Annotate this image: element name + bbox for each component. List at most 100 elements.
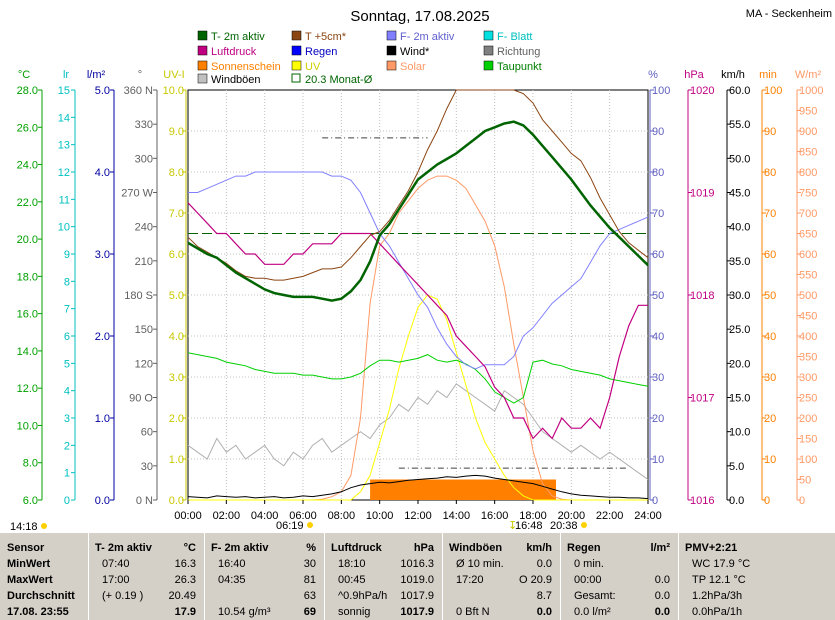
legend-item: Sonnenschein: [197, 60, 281, 73]
summary-cell-label: 17.08. 23:55: [7, 606, 69, 618]
axis-tick-label: 700: [799, 208, 817, 220]
axis-tick-label: 100: [652, 85, 670, 97]
axis-unit: min: [759, 69, 777, 81]
axis-tick-label: 350: [799, 352, 817, 364]
legend-item: F- Blatt: [483, 30, 532, 43]
axis-tick-label: 270 W: [121, 188, 153, 200]
summary-cell-value: 30: [303, 558, 316, 570]
axis-tick-label: 5.0: [729, 461, 744, 473]
axis-tick-label: 20.0: [17, 234, 38, 246]
series-line: [187, 352, 649, 404]
axis-tick-label: 200: [799, 413, 817, 425]
axis-tick-label: 400: [799, 331, 817, 343]
axis-tick-label: 4: [64, 386, 70, 398]
axis-tick-label: 80: [652, 167, 664, 179]
summary-cell-value: 26.3: [174, 574, 196, 586]
legend-swatch: [386, 45, 397, 56]
summary-cell-value: 0.0: [536, 558, 552, 570]
summary-cell-label: Gesamt:: [574, 590, 616, 602]
axis-tick-label: 450: [799, 311, 817, 323]
x-tick-label: 04:00: [251, 510, 279, 522]
summary-header: Sensor: [7, 542, 45, 554]
axis-tick-label: 1.0: [95, 413, 110, 425]
axis-tick-label: 50: [652, 290, 664, 302]
legend-label: T +5cm*: [305, 31, 347, 43]
legend-swatch: [197, 60, 208, 71]
legend-item: T- 2m aktiv: [197, 30, 265, 43]
legend-item: 20.3 Monat-Ø: [291, 73, 373, 86]
axis-tick-label: 24.0: [17, 160, 38, 172]
summary-cell-label: 0.0 l/m²: [574, 606, 611, 618]
summary-cell-label: Durchschnitt: [7, 590, 75, 602]
axis-tick-label: 250: [799, 393, 817, 405]
series-line: [187, 202, 648, 440]
legend-item: Luftdruck: [197, 45, 257, 58]
summary-cell-value: 81: [303, 574, 316, 586]
axis-tick-label: 3: [64, 413, 70, 425]
summary-unit: km/h: [526, 542, 552, 554]
summary-column: PMV+2:21 WC 17.9 °C TP 12.1 °C 1.2hPa/3h 0.0…: [678, 533, 835, 620]
axis-tick-label: 25.0: [729, 324, 750, 336]
axis-tick-label: 4.0: [169, 331, 184, 343]
axis-tick-label: 6: [64, 331, 70, 343]
axis-tick-label: 0: [64, 495, 70, 507]
summary-cell-label: 04:35: [218, 574, 246, 586]
legend-item: F- 2m aktiv: [386, 30, 455, 43]
legend-swatch: [483, 30, 494, 41]
chart-title: Sonntag, 17.08.2025: [350, 8, 489, 25]
axis-tick-label: 90 O: [129, 393, 153, 405]
legend-label: Sonnenschein: [211, 61, 281, 73]
axis-tick-label: 10.0: [729, 427, 750, 439]
summary-column: Regen l/m² 0 min. 00:00 0.0 Gesamt: 0.0 0.0 l/m…: [560, 533, 678, 620]
summary-cell-value: 1019.0: [400, 574, 434, 586]
axis-tick-label: 550: [799, 270, 817, 282]
current-time-label: 14:18: [10, 521, 38, 533]
axis-tick-label: 180 S: [124, 290, 153, 302]
summary-cell-label: Ø 10 min.: [456, 558, 504, 570]
axis-tick-label: 100: [764, 85, 782, 97]
axis-hpa: hPa 1020 1019 1018 1017 1016: [684, 69, 714, 507]
legend-label: Luftdruck: [211, 46, 257, 58]
legend-label: Taupunkt: [497, 61, 542, 73]
axis-tick-label: 11: [59, 194, 70, 206]
axis-unit: hPa: [684, 69, 704, 81]
axis-tick-label: 8.0: [169, 167, 184, 179]
legend-swatch: [197, 73, 208, 84]
summary-table: Sensor MinWert MaxWert Durchschnitt 17.08. 2…: [0, 533, 835, 620]
column-separator: [560, 533, 561, 620]
summary-cell-label: 00:00: [574, 574, 602, 586]
summary-cell-label: sonnig: [338, 606, 371, 618]
axis-tick-label: 4.0: [95, 167, 110, 179]
axis-tick-label: 30: [141, 461, 153, 473]
axis-tick-label: 0: [764, 495, 770, 507]
legend-swatch: [291, 45, 302, 56]
summary-unit: °C: [183, 542, 196, 554]
axis-tick-label: 5: [64, 358, 70, 370]
axis-tick-label: 10.0: [17, 420, 38, 432]
axis-tick-label: 60: [652, 249, 664, 261]
axis-tick-label: 55.0: [729, 119, 750, 131]
axis-tick-label: 150: [799, 434, 817, 446]
axis-tick-label: 45.0: [729, 188, 750, 200]
summary-cell-label: 00:45: [338, 574, 366, 586]
axis-tick-label: 14: [58, 112, 70, 124]
summary-header: PMV+2:21: [685, 542, 738, 554]
summary-header: Windböen: [449, 542, 503, 554]
axis-tick-label: 70: [764, 208, 776, 220]
x-axis: 00:00 02:00 04:00 06:00 08:00 10:00 12:00 14:00…: [174, 500, 662, 522]
x-tick-label: 08:00: [328, 510, 356, 522]
axis-tick-label: 210: [135, 256, 153, 268]
legend-label: Windböen: [211, 74, 261, 86]
sunshine-bar: [370, 479, 556, 500]
axis-unit: W/m²: [795, 69, 822, 81]
legend-label: UV: [305, 61, 321, 73]
sun-icon: [307, 522, 313, 528]
legend-swatch: [483, 45, 494, 56]
axis-wm2: W/m²100095090085080075070065060055050045…: [795, 69, 824, 507]
axis-unit: lr: [63, 69, 69, 81]
axis-tick-label: 10: [652, 454, 664, 466]
axis-lm2: l/m² 5.0 4.0 3.0 2.0 1.0 0.0: [87, 69, 115, 507]
summary-cell-value: 63: [303, 590, 316, 602]
